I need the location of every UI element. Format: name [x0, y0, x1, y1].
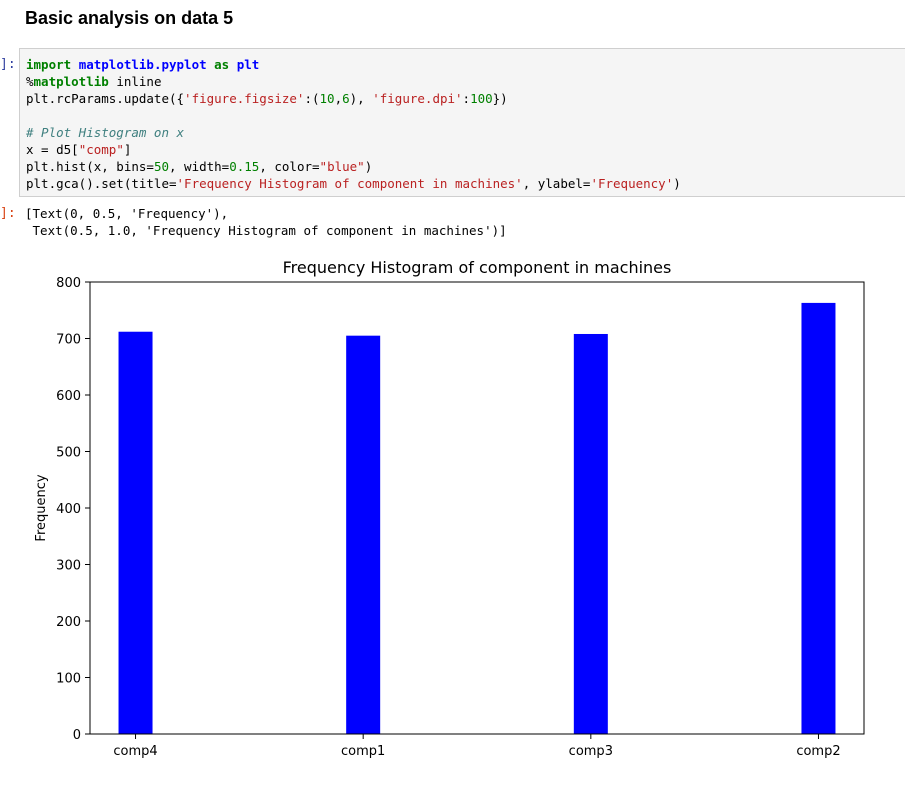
code-token: 'figure.dpi'	[372, 91, 463, 106]
histogram-chart: Frequency Histogram of component in mach…	[34, 258, 865, 759]
code-line	[26, 107, 681, 124]
y-tick-label: 0	[73, 728, 81, 743]
y-tick-label: 500	[56, 446, 81, 461]
code-line: # Plot Histogram on x	[26, 124, 681, 141]
code-token: plt	[236, 57, 260, 72]
code-editor[interactable]: import matplotlib.pyplot as plt %matplotl…	[26, 56, 681, 192]
code-cell[interactable]: import matplotlib.pyplot as plt %matplotl…	[19, 48, 905, 197]
histogram-bar-comp1	[346, 335, 381, 734]
cell-output-text: [Text(0, 0.5, 'Frequency'), Text(0.5, 1.…	[25, 205, 507, 239]
code-token: 'Frequency'	[590, 176, 674, 191]
code-token: ),	[349, 91, 373, 106]
code-token	[71, 57, 79, 72]
code-token	[229, 57, 237, 72]
section-heading: Basic analysis on data 5	[25, 8, 234, 28]
code-token: })	[492, 91, 508, 106]
code-line: x = d5["comp"]	[26, 141, 681, 158]
code-line: %matplotlib inline	[26, 73, 681, 90]
code-token: 0.15	[229, 159, 260, 174]
output-prompt: ]:	[0, 206, 16, 221]
code-token: x = d5[	[26, 142, 79, 157]
code-token: 50	[153, 159, 169, 174]
y-tick-label: 800	[56, 276, 81, 291]
input-prompt: ]:	[0, 57, 16, 72]
output-line: Text(0.5, 1.0, 'Frequency Histogram of c…	[25, 223, 507, 238]
histogram-bar-comp2	[801, 302, 836, 734]
code-token: as	[214, 57, 230, 72]
code-token: plt.hist(x, bins=	[26, 159, 154, 174]
code-token: inline	[108, 74, 162, 89]
y-tick-label: 100	[56, 672, 81, 687]
code-token: 100	[470, 91, 493, 106]
y-tick-label: 300	[56, 559, 81, 574]
code-token: # Plot Histogram on x	[26, 125, 185, 140]
code-token: 10	[319, 91, 335, 106]
code-token: %	[26, 74, 34, 89]
plot-frame	[89, 281, 865, 735]
code-line: plt.gca().set(title='Frequency Histogram…	[26, 175, 681, 192]
code-token: "blue"	[319, 159, 365, 174]
x-tick-label: comp2	[796, 744, 840, 759]
x-tick-label: comp3	[569, 744, 613, 759]
code-token: import	[26, 57, 72, 72]
x-tick-label: comp1	[341, 744, 385, 759]
y-axis-label: Frequency	[34, 474, 49, 541]
code-token: "comp"	[78, 142, 124, 157]
code-token: plt.gca().set(title=	[26, 176, 177, 191]
code-line: import matplotlib.pyplot as plt	[26, 56, 681, 73]
code-line: plt.hist(x, bins=50, width=0.15, color="…	[26, 158, 681, 175]
x-tick-label: comp4	[113, 744, 157, 759]
code-token: 'Frequency Histogram of component in mac…	[176, 176, 523, 191]
y-tick-label: 200	[56, 615, 81, 630]
code-token: , width=	[169, 159, 230, 174]
code-token: :	[462, 91, 471, 106]
code-token: , color=	[259, 159, 320, 174]
code-token: :(	[304, 91, 320, 106]
output-line: [Text(0, 0.5, 'Frequency'),	[25, 206, 229, 221]
code-token: matplotlib.pyplot	[78, 57, 207, 72]
code-token: ]	[123, 142, 132, 157]
code-token: , ylabel=	[522, 176, 591, 191]
y-tick-label: 700	[56, 333, 81, 348]
code-token: 'figure.figsize'	[184, 91, 305, 106]
histogram-bar-comp4	[118, 331, 153, 734]
code-token: 6	[342, 91, 350, 106]
y-tick-label: 400	[56, 502, 81, 517]
histogram-bar-comp3	[573, 333, 608, 734]
code-token: ,	[334, 91, 343, 106]
code-line: plt.rcParams.update({'figure.figsize':(1…	[26, 90, 681, 107]
code-token: )	[673, 176, 681, 191]
code-token: )	[364, 159, 373, 174]
y-tick-label: 600	[56, 389, 81, 404]
code-token: plt.rcParams.update({	[26, 91, 185, 106]
chart-title: Frequency Histogram of component in mach…	[283, 258, 672, 277]
code-token: matplotlib	[33, 74, 109, 89]
